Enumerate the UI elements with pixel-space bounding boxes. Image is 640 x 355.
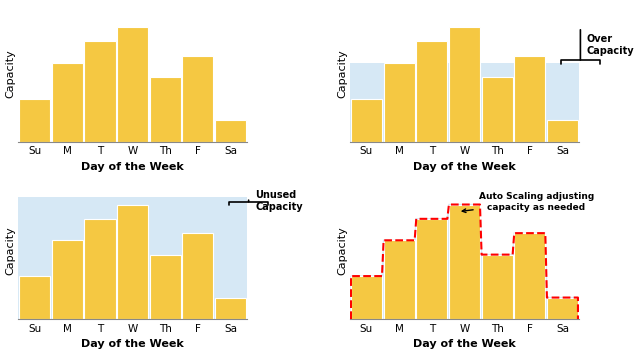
Bar [182, 233, 214, 319]
Bar [350, 63, 579, 142]
Bar [547, 297, 578, 319]
Y-axis label: Capacity: Capacity [6, 226, 15, 275]
X-axis label: Day of the Week: Day of the Week [81, 162, 184, 172]
Bar [351, 99, 382, 142]
Bar [482, 255, 513, 319]
Bar [215, 297, 246, 319]
Bar [351, 276, 382, 319]
Bar [416, 41, 447, 142]
Bar [150, 255, 181, 319]
Y-axis label: Capacity: Capacity [6, 49, 15, 98]
Bar [449, 204, 480, 319]
Bar [515, 233, 545, 319]
Text: Auto Scaling adjusting
capacity as needed: Auto Scaling adjusting capacity as neede… [462, 192, 594, 213]
Bar [182, 56, 214, 142]
Y-axis label: Capacity: Capacity [337, 226, 348, 275]
Bar [449, 27, 480, 142]
X-axis label: Day of the Week: Day of the Week [413, 339, 516, 349]
Text: Over
Capacity: Over Capacity [587, 34, 634, 56]
Y-axis label: Capacity: Capacity [337, 49, 348, 98]
Polygon shape [351, 204, 578, 319]
Bar [19, 197, 247, 319]
Bar [117, 27, 148, 142]
Bar [547, 120, 578, 142]
Bar [482, 77, 513, 142]
Bar [84, 41, 115, 142]
Bar [52, 240, 83, 319]
Bar [19, 99, 50, 142]
Bar [416, 219, 447, 319]
Bar [52, 63, 83, 142]
Bar [117, 204, 148, 319]
Bar [383, 63, 415, 142]
Text: Unused
Capacity: Unused Capacity [255, 190, 303, 212]
Bar [383, 240, 415, 319]
Bar [215, 120, 246, 142]
X-axis label: Day of the Week: Day of the Week [81, 339, 184, 349]
Bar [84, 219, 115, 319]
X-axis label: Day of the Week: Day of the Week [413, 162, 516, 172]
Bar [150, 77, 181, 142]
Bar [19, 276, 50, 319]
Bar [515, 56, 545, 142]
